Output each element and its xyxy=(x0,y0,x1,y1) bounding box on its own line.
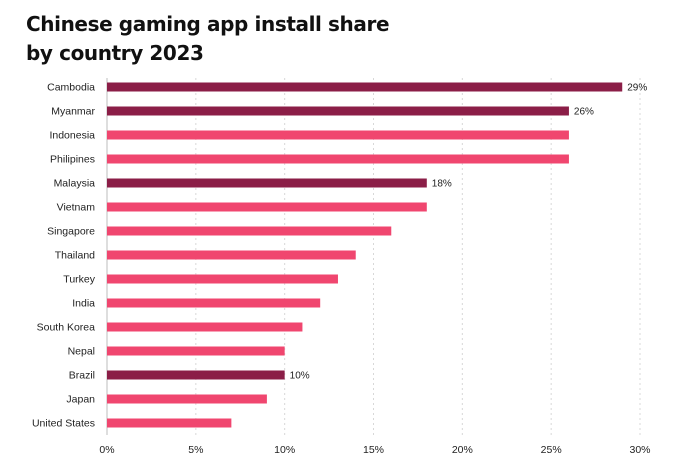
x-tick-label: 20% xyxy=(452,444,473,456)
x-tick-label: 5% xyxy=(188,444,203,456)
data-label: 10% xyxy=(290,371,310,382)
category-label: Vietnam xyxy=(57,202,96,214)
data-label: 29% xyxy=(627,83,647,94)
bar xyxy=(107,394,267,404)
chart-title-line-1: Chinese gaming app install share xyxy=(26,12,390,36)
x-tick-label: 10% xyxy=(274,444,295,456)
chart-title-line-2: by country 2023 xyxy=(26,41,204,65)
chart-title: Chinese gaming app install share by coun… xyxy=(26,10,626,68)
bar xyxy=(107,370,285,380)
bar xyxy=(107,106,569,116)
x-tick-label: 0% xyxy=(99,444,114,456)
category-label: Thailand xyxy=(55,250,95,262)
bar xyxy=(107,154,569,164)
category-label: Malaysia xyxy=(54,178,96,190)
category-label: Indonesia xyxy=(49,130,95,142)
bar xyxy=(107,130,569,140)
data-label: 18% xyxy=(432,179,452,190)
category-label: Nepal xyxy=(68,346,95,358)
bar xyxy=(107,202,427,212)
bar xyxy=(107,274,338,284)
category-label: India xyxy=(72,298,95,310)
bar xyxy=(107,250,356,260)
category-label: Japan xyxy=(66,394,95,406)
x-tick-label: 25% xyxy=(541,444,562,456)
category-label: Myanmar xyxy=(51,106,95,118)
bar xyxy=(107,178,427,188)
x-tick-label: 30% xyxy=(629,444,650,456)
bar xyxy=(107,298,321,308)
category-label: Philipines xyxy=(50,154,95,166)
bar xyxy=(107,418,232,428)
bar xyxy=(107,322,303,332)
category-label: Brazil xyxy=(69,370,95,382)
bar xyxy=(107,226,392,236)
data-label: 26% xyxy=(574,107,594,118)
category-label: United States xyxy=(32,418,95,430)
category-label: Turkey xyxy=(63,274,95,286)
x-tick-label: 15% xyxy=(363,444,384,456)
bar xyxy=(107,82,623,92)
bar xyxy=(107,346,285,356)
category-label: Cambodia xyxy=(47,82,95,94)
category-label: Singapore xyxy=(47,226,95,238)
category-label: South Korea xyxy=(37,322,96,334)
